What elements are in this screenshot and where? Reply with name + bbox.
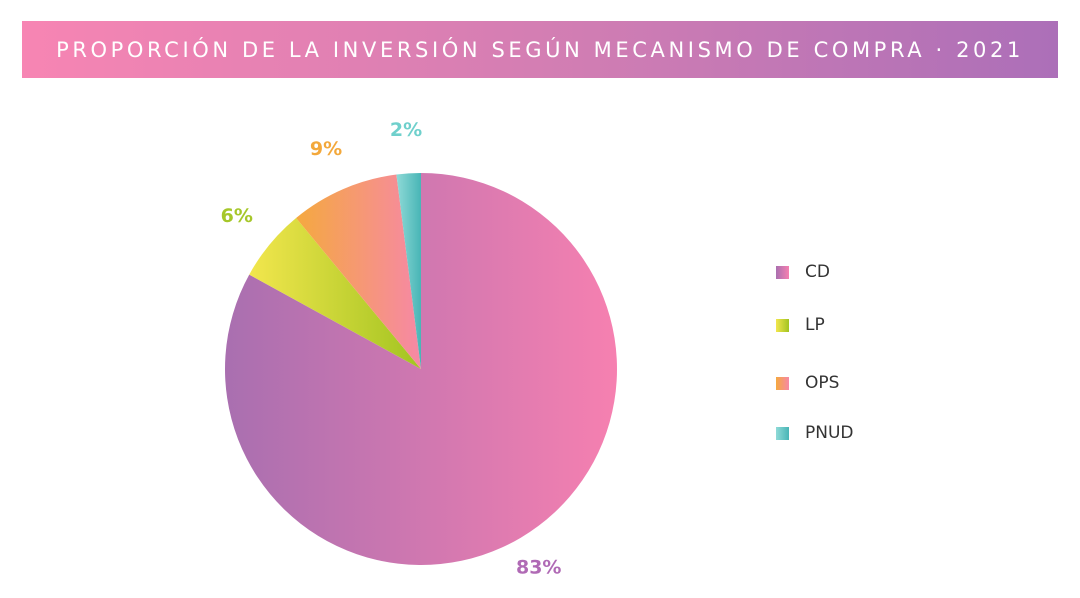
pie-slice-pnud (396, 173, 421, 369)
legend-swatch-ops (776, 376, 789, 390)
legend-item-cd: CD (776, 262, 830, 282)
legend-swatch-cd (776, 265, 789, 279)
legend-swatch-pnud (776, 426, 789, 440)
legend-label-cd: CD (805, 262, 830, 282)
pie-slice-lp (249, 217, 421, 369)
chart-title-banner: PROPORCIÓN DE LA INVERSIÓN SEGÚN MECANIS… (22, 21, 1058, 78)
legend-item-ops: OPS (776, 373, 839, 393)
slice-label-cd: 83% (516, 557, 561, 579)
legend-label-pnud: PNUD (805, 423, 854, 443)
legend-label-lp: LP (805, 315, 825, 335)
chart-title: PROPORCIÓN DE LA INVERSIÓN SEGÚN MECANIS… (56, 37, 1024, 62)
slice-label-lp: 6% (221, 205, 253, 227)
legend-label-ops: OPS (805, 373, 840, 393)
pie-slice-ops (296, 174, 421, 369)
legend-swatch-lp (776, 318, 789, 332)
slice-label-ops: 9% (310, 138, 342, 160)
legend-item-lp: LP (776, 315, 825, 335)
legend-item-pnud: PNUD (776, 423, 854, 443)
slice-label-pnud: 2% (390, 119, 422, 141)
